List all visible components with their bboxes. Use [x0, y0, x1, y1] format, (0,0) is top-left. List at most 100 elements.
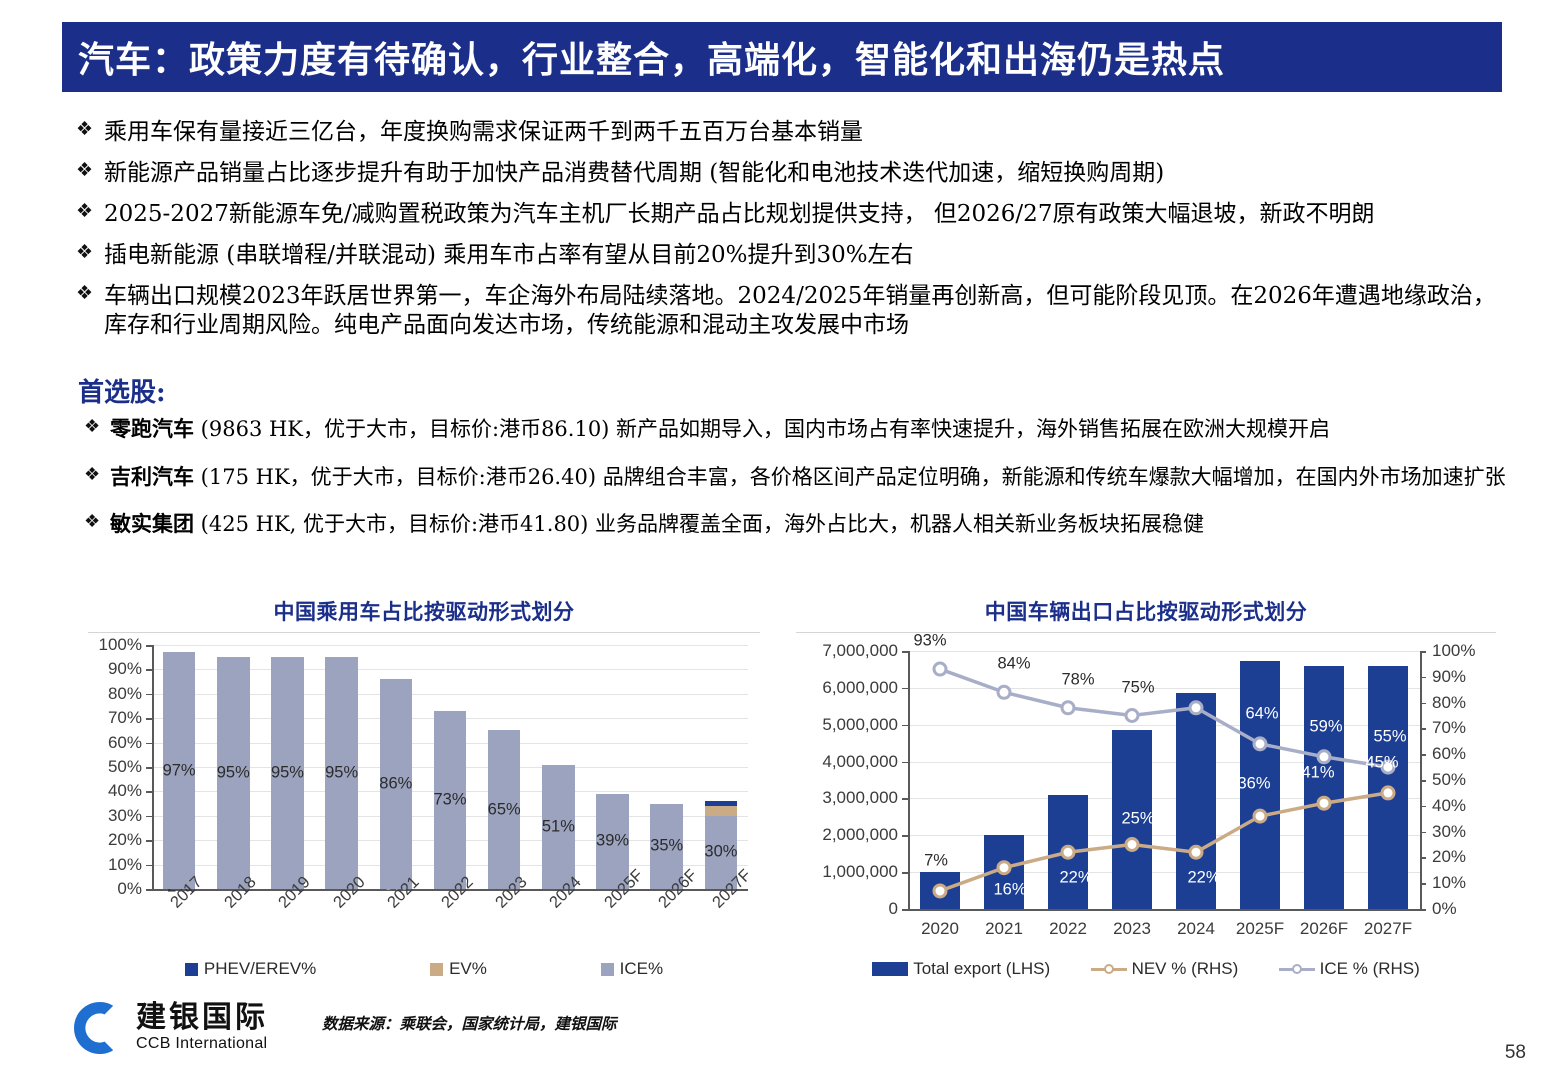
chart-china-pv-mix: 中国乘用车占比按驱动形式划分 0% 10% 20% 30% 40% 50% 60% 70% 80… [88, 596, 760, 986]
page-number: 58 [1504, 1042, 1526, 1063]
y-axis-tick [146, 645, 152, 647]
y-axis-left-label: 0 [888, 899, 898, 918]
stacked-bar-plot: 0%10%20%30%40%50%60%70%80%90%100%2%97%20… [88, 633, 760, 985]
y-axis-left-tick [902, 651, 908, 653]
line-value-label: 41% [1301, 763, 1335, 782]
top-pick-text: 吉利汽车 (175 HK，优于大市，目标价:港币26.40) 品牌组合丰富，各价… [110, 463, 1506, 492]
diamond-bullet-icon: ❖ [76, 200, 94, 222]
line-value-label: 22% [1187, 868, 1221, 887]
y-axis-left-label: 6,000,000 [822, 677, 898, 697]
top-pick-company-name: 吉利汽车 [110, 463, 194, 489]
bullet-text: 插电新能源 (串联增程/并联混动) 乘用车市占率有望从目前20%提升到30%左右 [104, 241, 914, 268]
bullet-list: ❖ 乘用车保有量接近三亿台，年度换购需求保证两千到两千五百万台基本销量 ❖ 新能源产品… [70, 118, 1515, 352]
legend-label: EV% [449, 959, 487, 978]
diamond-bullet-icon: ❖ [84, 416, 101, 436]
y-axis-right-tick [1420, 857, 1426, 859]
top-pick-item: ❖ 零跑汽车 (9863 HK，优于大市，目标价:港币86.10) 新产品如期导入… [70, 415, 1520, 444]
top-pick-detail: (9863 HK，优于大市，目标价:港币86.10) 新产品如期导入，国内市场占… [194, 417, 1331, 441]
y-axis-right-label: 0% [1432, 899, 1457, 918]
bar-segment-ice [487, 730, 521, 889]
y-axis-right-tick [1420, 676, 1426, 679]
y-axis-left-label: 4,000,000 [822, 751, 898, 771]
bar-value-label: 30% [704, 842, 738, 861]
top-picks-list: ❖ 零跑汽车 (9863 HK，优于大市，目标价:港币86.10) 新产品如期导入… [70, 415, 1520, 558]
y-axis-line [152, 645, 154, 889]
x-axis-label: 2020 [921, 919, 959, 938]
chart-title-left: 中国乘用车占比按驱动形式划分 [273, 599, 575, 624]
y-axis-right-label: 60% [1432, 744, 1467, 764]
bar-value-label: 51% [541, 817, 575, 836]
legend-label: ICE % (RHS) [1319, 959, 1420, 978]
top-pick-item: ❖ 敏实集团 (425 HK, 优于大市，目标价:港币41.80) 业务品牌覆盖全… [70, 510, 1520, 539]
bar-segment-ice [162, 652, 196, 889]
chart-left-plot-area: 0%10%20%30%40%50%60%70%80%90%100%2%97%20… [88, 632, 760, 984]
y-axis-tick [146, 815, 152, 818]
y-axis-left-tick [902, 761, 908, 764]
legend-item[interactable]: PHEV/EREV% [184, 959, 317, 979]
legend-label: ICE% [619, 959, 664, 978]
bullet-item: ❖ 新能源产品销量占比逐步提升有助于加快产品消费替代周期 (智能化和电池技术迭代加… [70, 159, 1515, 189]
line-value-label: 45% [1365, 753, 1399, 772]
y-axis-label: 60% [107, 732, 142, 752]
y-axis-right-label: 80% [1432, 692, 1467, 712]
bar-value-label: 95% [216, 763, 250, 782]
y-axis-label: 10% [107, 854, 142, 874]
legend-label: PHEV/EREV% [203, 959, 317, 978]
y-axis-tick [146, 864, 152, 867]
legend-item[interactable]: NEV % (RHS) [1090, 959, 1238, 979]
bar-value-label: 73% [433, 790, 467, 809]
combo-chart-plot: 0 1,000,000 2,000,000 3,000,000 4,000,000 5,0… [796, 631, 1496, 985]
y-axis-right-label: 50% [1432, 770, 1467, 789]
line-marker [1124, 708, 1140, 723]
legend-item[interactable]: Total export (LHS) [872, 959, 1050, 979]
y-axis-tick [146, 767, 152, 769]
y-axis-left-label: 2,000,000 [822, 825, 898, 845]
x-axis-label: 2023 [1113, 919, 1151, 938]
export-bar [1304, 665, 1344, 909]
line-value-label: 22% [1059, 868, 1093, 887]
legend-swatch-icon [184, 962, 198, 976]
bar-value-label: 35% [650, 836, 684, 855]
line-value-label: 25% [1121, 809, 1155, 827]
bar-value-label: 86% [379, 774, 413, 793]
bar-segment-ice [325, 657, 358, 889]
bullet-text: 车辆出口规模2023年跃居世界第一，车企海外布局陆续落地。2024/2025年销… [104, 282, 1496, 339]
y-axis-right-tick [1420, 909, 1426, 911]
y-axis-left-tick [902, 835, 908, 837]
chart-legend: Total export (LHS) NEV % (RHS) ICE % (RHS) [796, 959, 1496, 979]
chart-right-plot-area: 0 1,000,000 2,000,000 3,000,000 4,000,000 5,0… [796, 632, 1496, 984]
line-value-label: 93% [913, 631, 947, 650]
bar-value-label: 65% [487, 800, 521, 819]
y-axis-right-label: 70% [1432, 718, 1467, 738]
line-value-label: 7% [924, 851, 948, 870]
x-axis-line [152, 889, 748, 891]
bullet-text: 乘用车保有量接近三亿台，年度换购需求保证两千到两千五百万台基本销量 [104, 119, 863, 145]
y-axis-right-tick [1420, 754, 1426, 756]
bullet-item: ❖ 2025-2027新能源车免/减购置税政策为汽车主机厂长期产品占比规划提供支持… [70, 200, 1515, 230]
legend-item[interactable]: ICE% [600, 959, 664, 979]
x-axis-label: 2026F [1299, 919, 1349, 938]
legend-item[interactable]: EV% [430, 959, 487, 979]
line-value-label: 59% [1309, 717, 1343, 736]
diamond-bullet-icon: ❖ [76, 241, 94, 263]
top-pick-company-name: 敏实集团 [110, 511, 194, 537]
y-axis-tick [146, 791, 152, 793]
y-axis-label: 40% [107, 781, 142, 801]
y-axis-label: 90% [107, 659, 142, 679]
y-axis-right-tick [1420, 883, 1426, 885]
diamond-bullet-icon: ❖ [84, 463, 101, 484]
y-axis-label: 100% [98, 635, 142, 654]
x-axis-label: 2021 [985, 919, 1023, 938]
top-pick-text: 敏实集团 (425 HK, 优于大市，目标价:港币41.80) 业务品牌覆盖全面… [110, 510, 1204, 539]
gridline [152, 693, 748, 695]
legend-line-swatch-icon [1090, 962, 1127, 976]
y-axis-right-label: 20% [1432, 847, 1467, 867]
line-value-label: 55% [1373, 727, 1407, 746]
gridline [152, 669, 748, 671]
bar-segment-ice [379, 679, 413, 889]
bar-segment-ice [704, 815, 738, 889]
legend-item[interactable]: ICE % (RHS) [1278, 959, 1420, 979]
top-pick-detail: (175 HK，优于大市，目标价:港币26.40) 品牌组合丰富，各价格区间产品… [194, 464, 1506, 489]
bar-value-label: 95% [270, 763, 304, 782]
